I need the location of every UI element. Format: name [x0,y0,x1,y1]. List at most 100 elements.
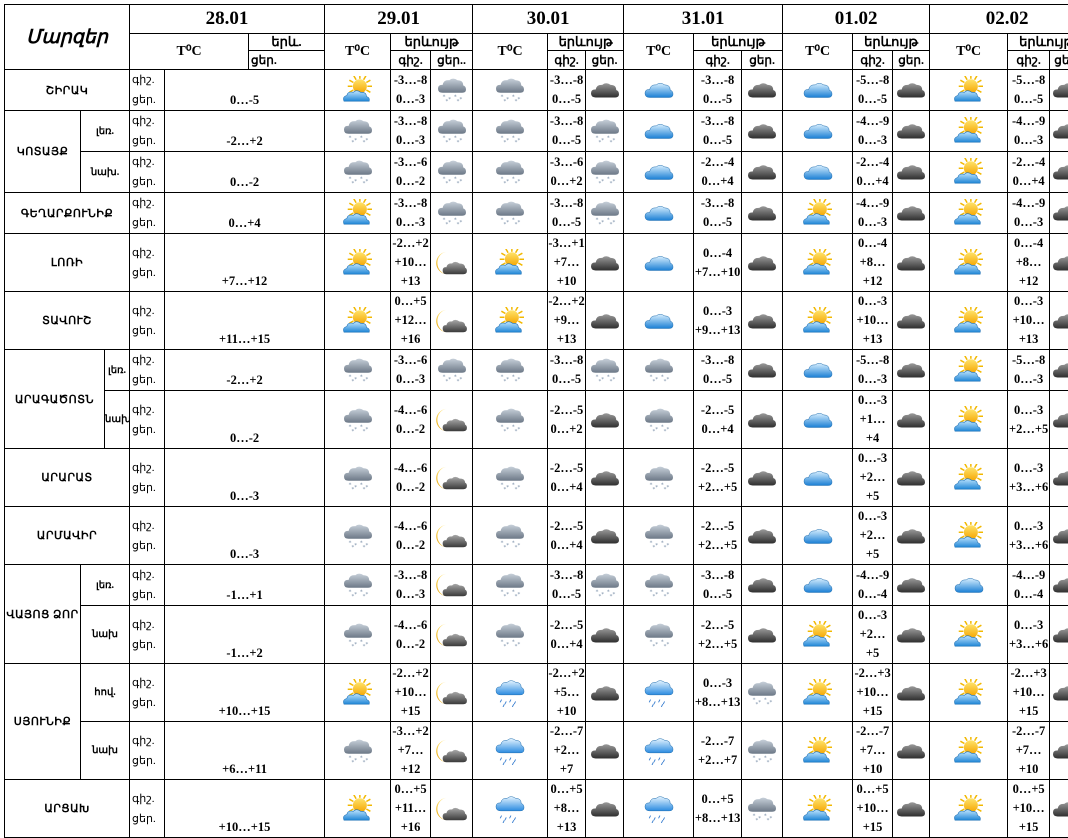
temperature-day: 0…-5 [548,213,585,232]
snow-cloud-icon: ****** [341,621,375,649]
temperature-day: +2…+5 [853,625,892,663]
svg-text:*: * [504,429,507,434]
temperature-day: 0…-5 [165,70,325,111]
svg-text:*: * [515,379,518,384]
partly-sunny-icon [341,795,375,823]
dark-cloud-icon [894,117,928,145]
partly-sunny-icon [801,621,835,649]
temperature-day: +2…+5 [1008,420,1049,439]
night-day-label: գիշ.ցեր. [130,391,165,449]
day-label: ցեր. [132,751,164,771]
snow-cloud-icon: ****** [341,158,375,186]
snow-cloud-icon: ****** [493,117,527,145]
day-phenomenon-cell [783,780,853,838]
svg-text:*: * [448,377,451,383]
temperature-header: T⁰C [130,34,249,70]
regions-header: Մարզեր [5,5,130,70]
night-phenomenon-cell [1050,350,1068,391]
temperature-night: -2…+2 [391,234,430,253]
day-phenomenon-cell [930,664,1008,722]
temperature-day: 0…+4 [853,172,892,191]
phenomenon-header: երևույթ [853,34,930,51]
temperature-range: 0…+5+10…+15 [853,780,893,838]
day-label: ցեր. [132,131,164,151]
temperature-night: -2…+3 [853,664,892,683]
cloud-icon [642,76,676,104]
cloud-icon [801,76,835,104]
night-phenomenon-cell [431,234,473,292]
date-header: 30.01 [473,5,624,34]
phenomenon-cell [325,292,391,350]
temperature-day: +7…+10 [548,253,585,291]
svg-text:*: * [518,427,521,433]
svg-text:*: * [362,379,365,384]
snow-cloud-icon: ****** [642,522,676,550]
svg-text:*: * [655,377,658,383]
temperature-night: 0…-3 [853,292,892,311]
day-phenomenon-cell [783,722,853,780]
day-phenomenon-cell [624,664,694,722]
partly-sunny-icon [341,76,375,104]
svg-text:*: * [365,377,368,383]
snow-cloud-icon: ****** [493,76,527,104]
day-phenomenon-cell [930,234,1008,292]
svg-text:*: * [666,543,669,549]
snow-cloud-icon: ****** [341,406,375,434]
snow-cloud-icon: ****** [435,76,469,104]
temperature-header: T⁰C [624,34,694,70]
night-label: գիշ. [132,789,164,809]
phenomenon-cell: ****** [325,722,391,780]
temperature-night: -3…-6 [391,153,430,172]
svg-text:*: * [448,179,451,185]
subregion-label: հով. [81,664,130,722]
svg-text:*: * [655,642,658,648]
temperature-night: -4…-6 [391,401,430,420]
night-phenomenon-cell [893,292,930,350]
night-phenomenon-cell [893,111,930,152]
night-phenomenon-cell [1050,152,1068,193]
night-phenomenon-cell: ****** [431,193,473,234]
night-phenomenon-cell [893,350,930,391]
day-phenomenon-cell [930,507,1008,565]
day-header: ցեր. [586,51,624,70]
temperature-night: 0…+5 [548,780,585,799]
day-label: ցեր. [132,90,164,110]
svg-text:*: * [518,97,521,103]
svg-text:*: * [515,99,518,104]
temperature-range: -2…+3+10…+15 [853,664,893,722]
night-phenomenon-cell [586,507,624,565]
day-label: ցեր. [132,321,164,341]
svg-text:*: * [515,140,518,145]
temperature-night: -2…-7 [548,722,585,741]
temperature-night: 0…-3 [853,606,892,625]
temperature-header: T⁰C [930,34,1008,70]
day-phenomenon-cell [783,292,853,350]
dark-cloud-icon [894,356,928,384]
temperature-day: 0…+4 [1008,172,1049,191]
svg-text:*: * [504,379,507,384]
dark-cloud-icon [745,117,779,145]
temperature-night: -3…-8 [694,112,741,131]
temperature-day: +3…+6 [1008,536,1049,555]
phenomenon-cell: ****** [325,507,391,565]
partly-sunny-icon [801,249,835,277]
temperature-day: -2…+2 [165,111,325,152]
dark-cloud-icon [1050,679,1068,707]
night-phenomenon-cell [1050,565,1068,606]
night-phenomenon-cell [1050,111,1068,152]
day-phenomenon-cell [624,234,694,292]
dark-cloud-icon [894,737,928,765]
day-phenomenon-cell [783,350,853,391]
temperature-night: -5…-8 [853,71,892,90]
cloud-icon [801,571,835,599]
dark-cloud-icon [588,621,622,649]
rain-cloud-icon [642,795,676,823]
cloud-icon [801,522,835,550]
day-phenomenon-cell: ****** [473,507,548,565]
temperature-night: -3…-8 [694,71,741,90]
